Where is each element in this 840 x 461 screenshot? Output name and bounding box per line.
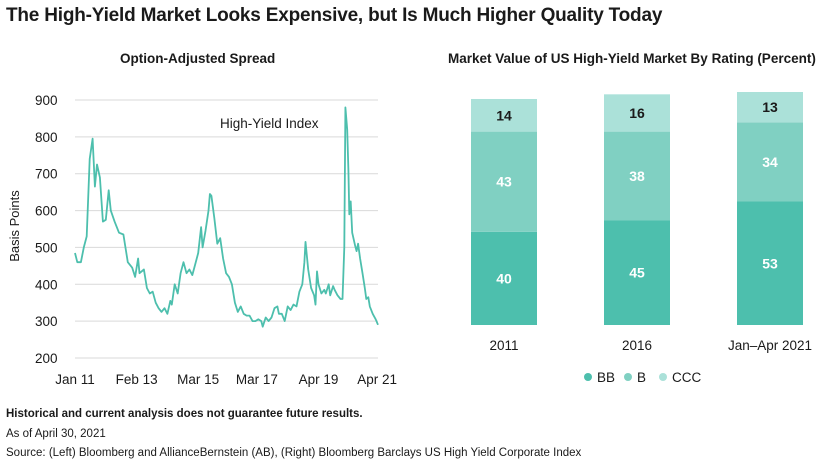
series-line-high-yield-index	[74, 106, 379, 328]
line-chart-y-ticks: 200 300 400 500 600 700 800 900	[35, 93, 58, 366]
legend-swatch	[624, 373, 632, 381]
bar-value-label: 34	[762, 154, 778, 170]
bar-value-label: 53	[762, 255, 778, 271]
line-chart-title: Option-Adjusted Spread	[120, 51, 276, 66]
bar-category-labels: 2011 2016 Jan–Apr 2021	[489, 338, 812, 353]
bar-category-label: 2011	[489, 338, 518, 353]
footer-source: Source: (Left) Bloomberg and AllianceBer…	[6, 447, 582, 459]
x-tick-label: Mar 15	[177, 372, 219, 387]
bar-segment-ccc-3	[737, 92, 803, 123]
bar-value-label: 45	[629, 265, 645, 281]
bar-segment-b-1	[471, 131, 537, 232]
y-tick-label: 700	[35, 167, 58, 182]
legend-label: B	[637, 370, 646, 385]
bar-value-label: 40	[496, 270, 512, 286]
bar-chart-title: Market Value of US High-Yield Market By …	[448, 51, 816, 66]
bar-value-label: 43	[496, 174, 512, 190]
bar-segment-ccc-2	[604, 94, 670, 132]
bar-segment-ccc-1	[471, 98, 537, 132]
legend-item-ccc: CCC	[659, 370, 701, 385]
bar-legend: BB B CCC	[584, 370, 701, 385]
x-tick-label: Feb 13	[116, 372, 158, 387]
bar-segment-bb-3	[737, 201, 803, 325]
bar-segment-bb-2	[604, 220, 670, 325]
footer-as-of: As of April 30, 2021	[6, 428, 106, 440]
x-tick-label: Apr 19	[299, 372, 339, 387]
bar-category-label: 2016	[622, 338, 652, 353]
bar-segments: 40 43 14 45 38 16 53 34 13	[471, 92, 803, 325]
y-axis-label: Basis Points	[7, 190, 22, 262]
legend-label: CCC	[672, 370, 701, 385]
main-title: The High-Yield Market Looks Expensive, b…	[6, 5, 663, 26]
footer-disclaimer: Historical and current analysis does not…	[6, 408, 363, 420]
y-tick-label: 900	[35, 93, 58, 108]
bar-value-label: 16	[629, 105, 645, 121]
legend-item-b: B	[624, 370, 646, 385]
bar-segment-b-3	[737, 122, 803, 202]
line-chart-gridlines	[75, 99, 378, 359]
legend-label: BB	[597, 370, 615, 385]
spread-line-chart: 200 300 400 500 600 700 800 900 Jan 11 Feb 13 Mar…	[7, 93, 397, 387]
bar-category-label: Jan–Apr 2021	[728, 338, 812, 353]
y-tick-label: 500	[35, 240, 58, 255]
y-tick-label: 800	[35, 130, 58, 145]
x-tick-label: Mar 17	[236, 372, 278, 387]
y-tick-label: 600	[35, 204, 58, 219]
bar-segment-bb-1	[471, 231, 537, 325]
x-tick-label: Jan 11	[55, 372, 95, 387]
y-tick-label: 200	[35, 351, 58, 366]
y-tick-label: 400	[35, 277, 58, 292]
bar-segment-b-2	[604, 131, 670, 221]
y-tick-label: 300	[35, 314, 58, 329]
legend-swatch	[584, 373, 592, 381]
bar-value-label: 38	[629, 168, 645, 184]
x-tick-label: Apr 21	[357, 372, 397, 387]
legend-swatch	[659, 373, 667, 381]
legend-item-bb: BB	[584, 370, 615, 385]
line-chart-x-ticks: Jan 11 Feb 13 Mar 15 Mar 17 Apr 19 Apr 21	[55, 372, 397, 387]
bar-value-label: 13	[762, 99, 778, 115]
bar-value-label: 14	[496, 107, 512, 123]
series-annotation-label: High-Yield Index	[220, 116, 319, 131]
